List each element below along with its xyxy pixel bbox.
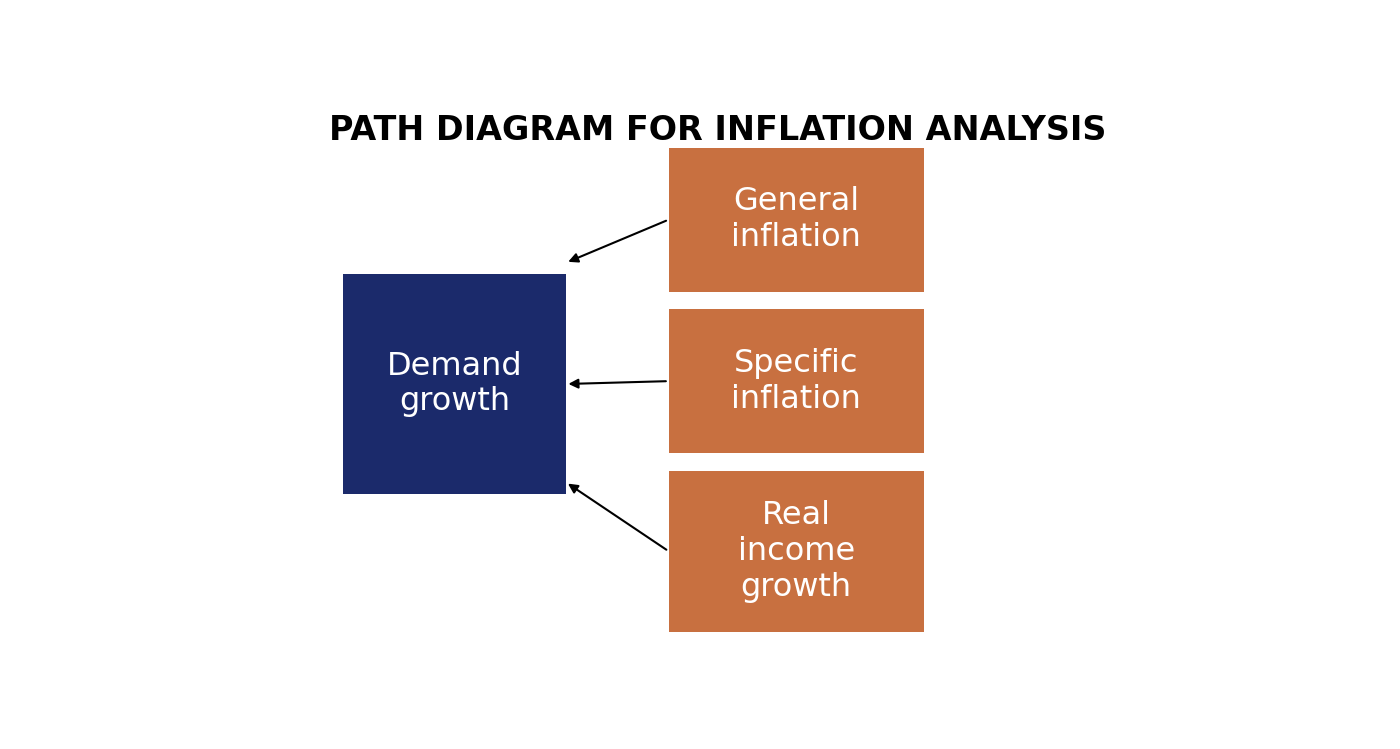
Bar — [669, 309, 924, 453]
Text: Specific
inflation: Specific inflation — [731, 348, 861, 414]
Text: Demand
growth: Demand growth — [386, 351, 522, 417]
Bar — [669, 470, 924, 632]
Text: Real
income
growth: Real income growth — [738, 500, 855, 602]
Bar — [343, 274, 566, 494]
Bar — [669, 148, 924, 292]
Text: PATH DIAGRAM FOR INFLATION ANALYSIS: PATH DIAGRAM FOR INFLATION ANALYSIS — [329, 114, 1106, 147]
Text: General
inflation: General inflation — [731, 187, 861, 253]
